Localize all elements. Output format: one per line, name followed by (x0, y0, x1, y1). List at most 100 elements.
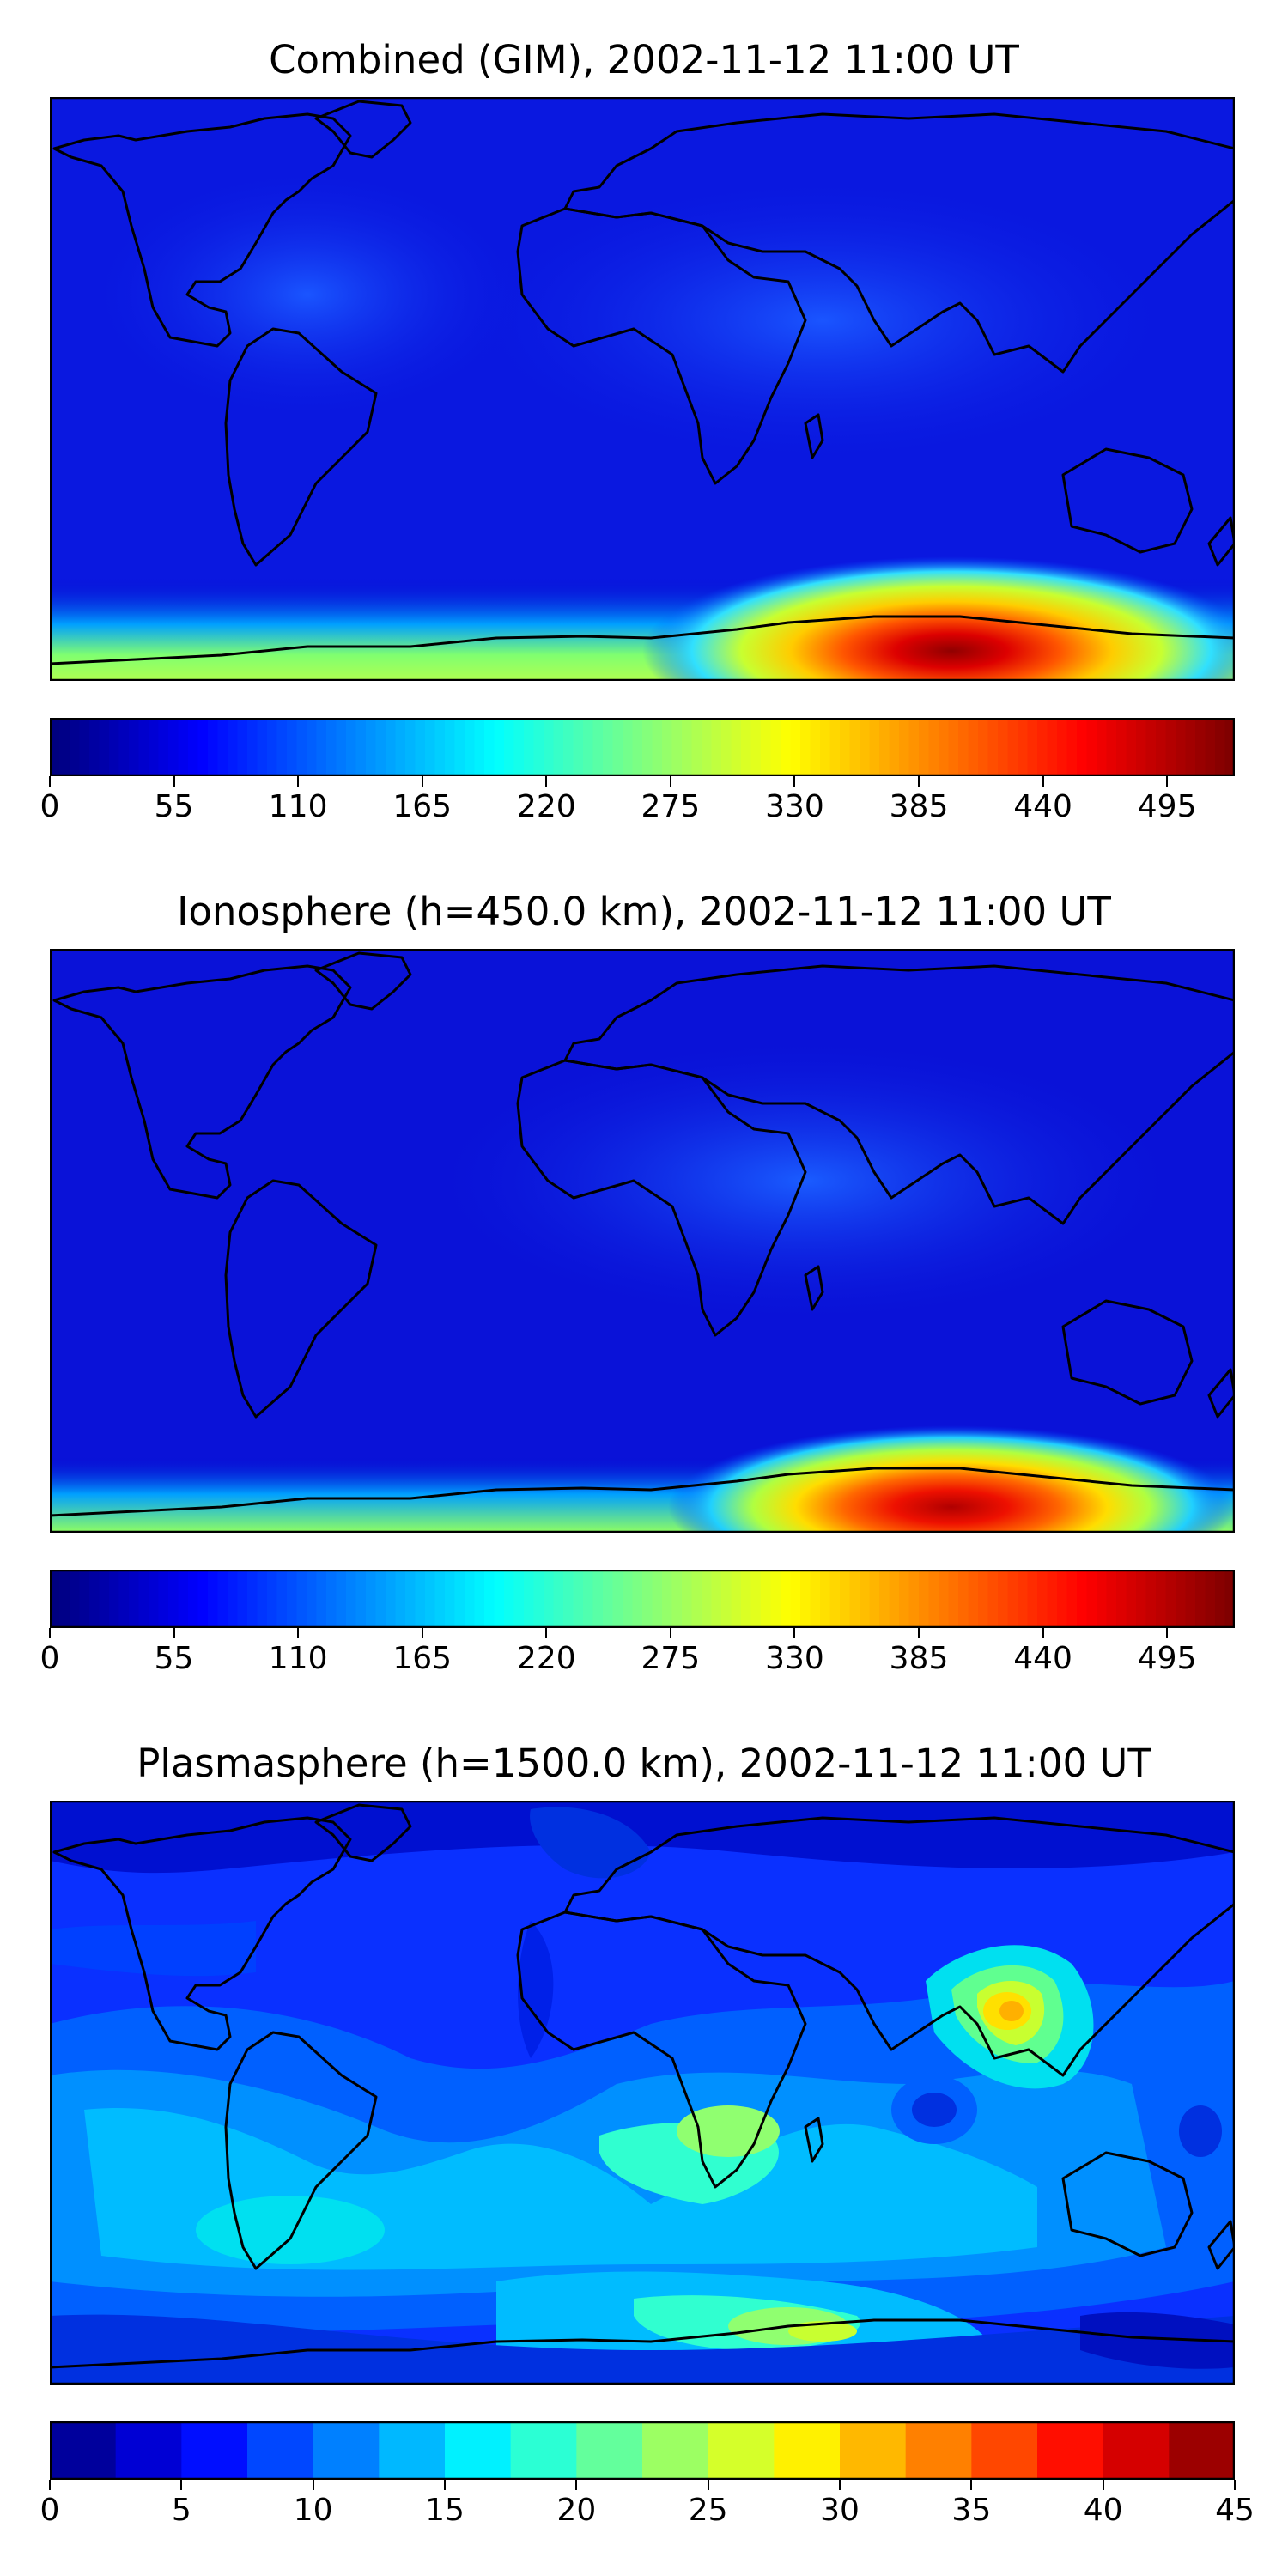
colorbar-tick (575, 2480, 578, 2490)
colorbar-segment (313, 2421, 380, 2480)
colorbar-tick (49, 2480, 51, 2490)
colorbar-segment (800, 1570, 811, 1628)
colorbar-segment (355, 718, 367, 776)
colorbar-segment (524, 1570, 535, 1628)
colorbar-segment (405, 718, 416, 776)
colorbar-tick-label: 495 (1137, 789, 1197, 824)
colorbar-segment (454, 1570, 465, 1628)
colorbar-segment (267, 1570, 278, 1628)
colorbar-segment (1145, 1570, 1157, 1628)
colorbar-segment (178, 718, 189, 776)
colorbar-segment (228, 1570, 239, 1628)
colorbar-segment (1057, 718, 1068, 776)
colorbar-segment (168, 1570, 179, 1628)
colorbar-segment (1086, 1570, 1097, 1628)
colorbar-segment (513, 1570, 525, 1628)
colorbar-segment (425, 1570, 436, 1628)
colorbar-segment (919, 718, 930, 776)
colorbar-segment (1057, 1570, 1068, 1628)
colorbar-segment (89, 718, 100, 776)
colorbar-segment (237, 1570, 248, 1628)
colorbar-segment (978, 1570, 989, 1628)
colorbar-segment (1106, 718, 1117, 776)
colorbar-segment (1165, 1570, 1176, 1628)
colorbar-segment (829, 1570, 841, 1628)
colorbar-segment (998, 1570, 1009, 1628)
colorbar-segment (711, 718, 722, 776)
colorbar-tick-label: 220 (516, 1641, 576, 1676)
colorbar-tick-label: 440 (1013, 789, 1072, 824)
colorbar-segment (1215, 718, 1226, 776)
colorbar-segment (178, 1570, 189, 1628)
colorbar-segment (1156, 1570, 1167, 1628)
colorbar-tick-label: 0 (39, 789, 60, 824)
colorbar-segment (1126, 718, 1137, 776)
colorbar-tick (669, 1628, 671, 1638)
colorbar-segment (987, 718, 999, 776)
colorbar-segment (770, 1570, 781, 1628)
colorbar-segment (188, 718, 199, 776)
colorbar-segment (971, 2421, 1038, 2480)
colorbar-segment (217, 718, 228, 776)
colorbar-segment (355, 1570, 367, 1628)
colorbar-segment (671, 718, 683, 776)
colorbar-segment (138, 1570, 149, 1628)
colorbar-segment (366, 1570, 377, 1628)
colorbar-segment (1066, 718, 1078, 776)
colorbar-segment (968, 718, 979, 776)
colorbar-segment (217, 1570, 228, 1628)
colorbar-segment (879, 1570, 890, 1628)
colorbar-segment (592, 1570, 604, 1628)
colorbar-segment (860, 1570, 871, 1628)
colorbar-tick (173, 1628, 175, 1638)
panel-3-colorbar (50, 2421, 1235, 2480)
panel-1-map (50, 97, 1235, 681)
colorbar-segment (1103, 2421, 1170, 2480)
colorbar-segment (395, 718, 406, 776)
colorbar-segment (774, 2421, 841, 2480)
colorbar-segment (573, 1570, 584, 1628)
colorbar-segment (939, 718, 950, 776)
colorbar-segment (544, 718, 555, 776)
colorbar-tick-label: 15 (425, 2493, 465, 2528)
panel-3-title: Plasmasphere (h=1500.0 km), 2002-11-12 1… (137, 1741, 1151, 1786)
colorbar-segment (149, 718, 160, 776)
colorbar-segment (109, 1570, 120, 1628)
colorbar-tick-label: 330 (765, 789, 824, 824)
colorbar-segment (228, 718, 239, 776)
colorbar-segment (149, 1570, 160, 1628)
colorbar-segment (445, 2421, 512, 2480)
colorbar-tick-label: 25 (688, 2493, 728, 2528)
colorbar-tick (173, 776, 175, 787)
colorbar-segment (386, 718, 397, 776)
colorbar-segment (731, 1570, 742, 1628)
colorbar-segment (1097, 1570, 1108, 1628)
colorbar-segment (928, 718, 939, 776)
colorbar-segment (905, 2421, 973, 2480)
colorbar-segment (829, 718, 841, 776)
colorbar-segment (237, 718, 248, 776)
colorbar-segment (188, 1570, 199, 1628)
colorbar-segment (1097, 718, 1108, 776)
colorbar-tick-label: 275 (641, 1641, 701, 1676)
colorbar-tick (545, 1628, 548, 1638)
colorbar-segment (79, 1570, 90, 1628)
colorbar-tick (297, 776, 300, 787)
colorbar-segment (287, 718, 298, 776)
colorbar-segment (583, 718, 594, 776)
colorbar-segment (386, 1570, 397, 1628)
colorbar-segment (708, 2421, 775, 2480)
colorbar-tick-label: 0 (39, 1641, 60, 1676)
colorbar-segment (1169, 2421, 1235, 2480)
colorbar-segment (109, 718, 120, 776)
colorbar-tick (545, 776, 548, 787)
colorbar-segment (296, 1570, 307, 1628)
colorbar-tick (297, 1628, 300, 1638)
colorbar-tick-label: 30 (820, 2493, 860, 2528)
colorbar-segment (879, 718, 890, 776)
colorbar-segment (899, 1570, 910, 1628)
colorbar-segment (336, 1570, 347, 1628)
colorbar-segment (1195, 1570, 1206, 1628)
colorbar-segment (1007, 718, 1018, 776)
colorbar-tick-label: 330 (765, 1641, 824, 1676)
